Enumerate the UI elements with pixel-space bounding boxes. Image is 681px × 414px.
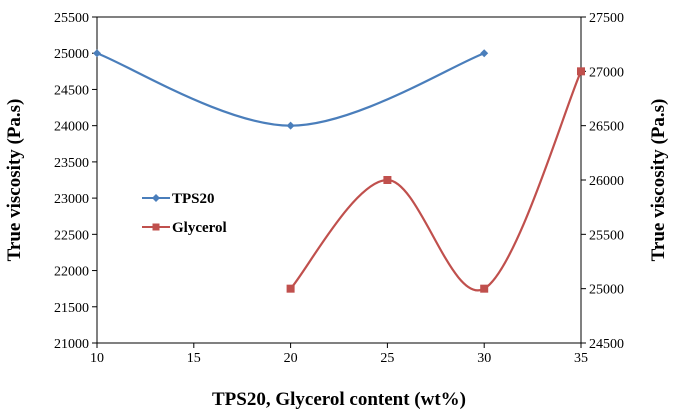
y-left-tick-label: 22500 — [54, 228, 89, 243]
series-line-glycerol — [289, 70, 583, 292]
series-layer — [93, 49, 585, 293]
y-left-tick-label: 24500 — [54, 83, 89, 98]
y-left-tick-label: 24000 — [54, 120, 89, 135]
legend: TPS20 Glycerol — [142, 191, 227, 236]
y-right-tick-label: 27500 — [589, 11, 624, 26]
data-point-glycerol — [577, 67, 585, 76]
y-left-tick-label: 23000 — [54, 192, 89, 207]
y-right-tick-label: 24500 — [589, 337, 624, 352]
y-axis-right-title: True viscosity (Pa.s) — [648, 99, 669, 262]
y-right-tick-label: 25500 — [589, 228, 624, 243]
data-point-glycerol — [480, 284, 489, 293]
data-point-tps20 — [286, 121, 295, 130]
y-right-tick-label: 26500 — [589, 120, 624, 135]
x-tick-label: 25 — [380, 351, 394, 366]
data-point-tps20 — [93, 49, 101, 58]
y-left-tick-label: 25000 — [54, 47, 89, 62]
y-right-tick-label: 25000 — [589, 283, 624, 298]
data-point-tps20 — [480, 49, 489, 58]
y-left-tick-label: 22000 — [54, 265, 89, 280]
y-right-tick-label: 26000 — [589, 174, 624, 189]
data-point-glycerol — [383, 176, 392, 184]
plot-area-frame — [96, 16, 582, 344]
series-line-tps20 — [96, 52, 485, 127]
y-left-tick-label: 21000 — [54, 337, 89, 352]
y-left-tick-label: 25500 — [54, 11, 89, 26]
legend-marker-glycerol — [152, 223, 160, 231]
y-right-tick-label: 27000 — [589, 65, 624, 80]
ticks-layer: 10 15 20 25 30 35 21000 21500 22000 22500 23000 235… — [54, 11, 624, 366]
x-tick-label: 35 — [574, 351, 588, 366]
legend-marker-tps20 — [152, 194, 160, 202]
legend-label-tps20: TPS20 — [172, 191, 215, 207]
x-axis-title: TPS20, Glycerol content (wt%) — [212, 389, 466, 410]
y-left-tick-label: 23500 — [54, 156, 89, 171]
data-point-glycerol — [286, 284, 295, 293]
x-tick-label: 15 — [187, 351, 201, 366]
y-axis-left-title: True viscosity (Pa.s) — [4, 99, 25, 262]
x-tick-label: 20 — [284, 351, 298, 366]
y-left-tick-label: 21500 — [54, 301, 89, 316]
legend-label-glycerol: Glycerol — [172, 220, 227, 236]
x-tick-label: 30 — [477, 351, 491, 366]
x-tick-label: 10 — [90, 351, 104, 366]
